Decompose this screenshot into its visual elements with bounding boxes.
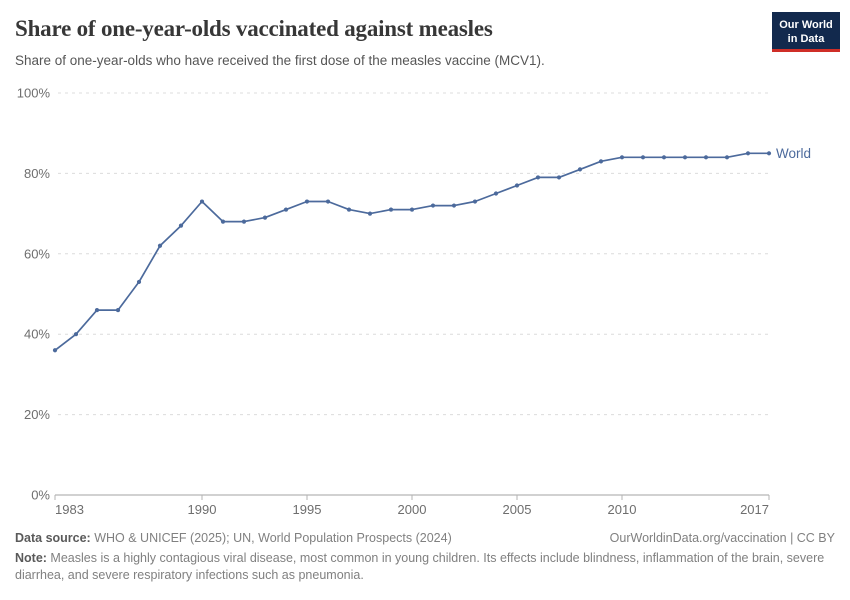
data-point[interactable] — [514, 183, 520, 188]
x-tick-label: 1983 — [55, 502, 84, 517]
x-tick-label: 2005 — [503, 502, 532, 517]
data-point[interactable] — [73, 332, 79, 337]
series-line-world[interactable] — [54, 152, 770, 352]
note-label: Note: — [15, 551, 47, 565]
y-tick-label: 100% — [17, 86, 51, 101]
x-tick-label: 2000 — [398, 502, 427, 517]
chart-footer: Data source: WHO & UNICEF (2025); UN, Wo… — [15, 531, 835, 584]
note-text: Measles is a highly contagious viral dis… — [15, 551, 825, 582]
data-point[interactable] — [598, 159, 604, 164]
data-point[interactable] — [94, 307, 100, 313]
data-point[interactable] — [661, 155, 667, 160]
data-point[interactable] — [556, 175, 562, 180]
data-point[interactable] — [451, 203, 457, 208]
data-point[interactable] — [346, 207, 352, 212]
data-point[interactable] — [199, 199, 205, 204]
y-tick-label: 0% — [31, 488, 50, 503]
data-point[interactable] — [724, 155, 730, 160]
data-point[interactable] — [577, 167, 583, 172]
data-point[interactable] — [493, 191, 499, 196]
data-point[interactable] — [766, 151, 772, 156]
chart-note: Note: Measles is a highly contagious vir… — [15, 550, 833, 584]
owid-logo-line1: Our World — [779, 19, 833, 31]
data-point[interactable] — [115, 307, 121, 313]
data-point[interactable] — [682, 155, 688, 160]
y-tick-label: 40% — [24, 327, 50, 342]
data-point[interactable] — [472, 199, 478, 204]
data-source-label: Data source: — [15, 531, 91, 545]
x-tick-label: 1995 — [293, 502, 322, 517]
y-tick-label: 20% — [24, 407, 50, 422]
license-link[interactable]: OurWorldinData.org/vaccination | CC BY — [609, 531, 835, 545]
data-point[interactable] — [283, 207, 289, 212]
data-point[interactable] — [619, 155, 625, 160]
data-point[interactable] — [409, 207, 415, 212]
data-source: Data source: WHO & UNICEF (2025); UN, Wo… — [15, 531, 452, 545]
data-point[interactable] — [157, 243, 163, 248]
data-point[interactable] — [430, 203, 436, 208]
page-subtitle: Share of one-year-olds who have received… — [15, 53, 545, 68]
owid-logo-line2: in Data — [787, 33, 825, 46]
x-tick-label: 2010 — [608, 502, 637, 517]
data-point[interactable] — [640, 155, 646, 160]
owid-logo[interactable]: Our World in Data — [772, 12, 840, 52]
data-point[interactable] — [388, 207, 394, 212]
data-point[interactable] — [367, 211, 373, 216]
x-tick-label: 1990 — [188, 502, 217, 517]
data-point[interactable] — [241, 219, 247, 224]
page-title: Share of one-year-olds vaccinated agains… — [15, 16, 493, 41]
data-point[interactable] — [304, 199, 310, 204]
data-point[interactable] — [745, 151, 751, 156]
data-point[interactable] — [52, 348, 58, 353]
data-source-text: WHO & UNICEF (2025); UN, World Populatio… — [90, 531, 452, 545]
data-point[interactable] — [325, 199, 331, 204]
data-point[interactable] — [178, 223, 184, 228]
line-chart: 0% 20% 40% 60% 80% 100% 1983 1990 1995 2000 2005 20… — [17, 86, 811, 518]
y-tick-label: 60% — [24, 246, 50, 261]
data-point[interactable] — [136, 279, 142, 285]
x-tick-label: 2017 — [740, 502, 769, 517]
data-point[interactable] — [262, 215, 268, 220]
data-point[interactable] — [535, 175, 541, 180]
y-tick-label: 80% — [24, 166, 50, 181]
series-label-world: World — [776, 146, 811, 161]
data-point[interactable] — [220, 219, 226, 224]
data-point[interactable] — [703, 155, 709, 160]
